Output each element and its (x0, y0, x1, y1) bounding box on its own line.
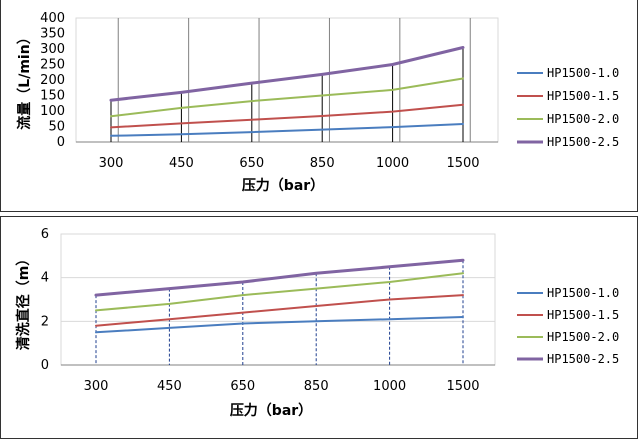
x-tick-label: 450 (169, 156, 194, 171)
x-tick-label: 650 (230, 379, 255, 394)
series-line-hp1500-1-5 (110, 103, 464, 129)
x-tick-label: 450 (157, 379, 182, 394)
y-tick-label: 400 (40, 11, 65, 26)
legend-label: HP1500-1.5 (547, 89, 619, 103)
x-tick-label: 300 (84, 379, 109, 394)
legend-label: HP1500-1.0 (547, 66, 619, 80)
y-tick-label: 0 (57, 135, 65, 150)
y-tick-label: 300 (40, 42, 65, 57)
y-tick-label: 2 (41, 314, 49, 329)
y-tick-label: 0 (41, 358, 49, 373)
series-line-hp1500-2-5 (94, 258, 465, 297)
y-tick-label: 150 (40, 89, 65, 104)
series-line-hp1500-2-5 (109, 46, 465, 102)
series-line-hp1500-1-5 (95, 294, 464, 327)
legend-label: HP1500-1.0 (547, 286, 619, 300)
diameter-chart: 0 2 4 6 300 450 650 850 1000 1500 压力（bar） 清洗直径（m） HP… (15, 227, 619, 419)
series-line-hp1500-1-0 (110, 123, 464, 137)
x-tick-label: 300 (99, 156, 124, 171)
series-line-hp1500-2-0 (95, 272, 464, 312)
y-tick-label: 100 (40, 104, 65, 119)
y-tick-label: 350 (40, 27, 65, 42)
y-tick-label: 4 (41, 271, 49, 286)
x-tick-label: 1500 (446, 156, 479, 171)
x-tick-label: 650 (239, 156, 264, 171)
legend-label: HP1500-2.0 (547, 330, 619, 344)
series-line-hp1500-1-0 (95, 316, 464, 334)
flow-chart-panel: 0 50 100 150 200 250 300 350 400 300 450 650 850 1000… (0, 0, 638, 212)
legend-label: HP1500-2.5 (547, 135, 619, 149)
x-tick-label: 1000 (376, 156, 409, 171)
x-axis-title: 压力（bar） (230, 402, 312, 419)
y-tick-label: 6 (41, 227, 49, 242)
y-tick-label: 250 (40, 58, 65, 73)
series-line-hp1500-2-0 (110, 77, 464, 118)
y-axis-title: 清洗直径（m） (15, 252, 32, 351)
y-axis-title: 流量（L/min） (16, 30, 33, 129)
y-tick-label: 50 (48, 120, 65, 135)
y-tick-label: 200 (40, 73, 65, 88)
x-tick-label: 850 (304, 379, 329, 394)
x-tick-label: 850 (310, 156, 335, 171)
legend-label: HP1500-2.5 (547, 352, 619, 366)
legend-label: HP1500-1.5 (547, 308, 619, 322)
x-tick-label: 1500 (446, 379, 479, 394)
x-tick-label: 1000 (373, 379, 406, 394)
diameter-chart-panel: 0 2 4 6 300 450 650 850 1000 1500 压力（bar） 清洗直径（m） HP… (0, 216, 638, 439)
legend-label: HP1500-2.0 (547, 112, 619, 126)
x-axis-title: 压力（bar） (242, 177, 324, 194)
plot-area (60, 233, 496, 366)
